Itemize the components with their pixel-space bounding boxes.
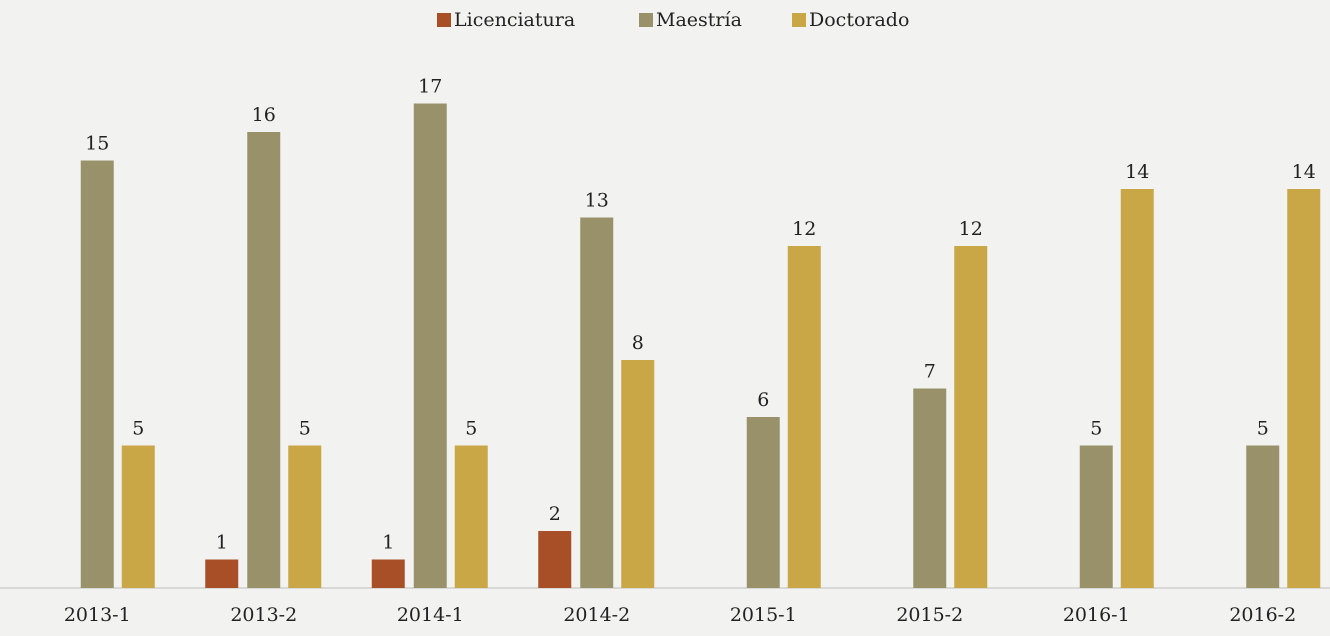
data-label: 5 [299, 418, 311, 440]
data-label: 1 [382, 532, 394, 554]
data-label: 12 [792, 218, 816, 240]
bar [121, 445, 155, 588]
data-label: 8 [632, 332, 644, 354]
bar [621, 360, 655, 588]
bar [205, 559, 239, 588]
x-tick-label: 2013-1 [64, 604, 131, 626]
bar [1246, 445, 1280, 588]
data-label: 5 [1090, 418, 1102, 440]
bar [1120, 189, 1154, 588]
legend-label: Doctorado [809, 9, 909, 31]
legend-swatch [639, 13, 653, 27]
data-label: 7 [924, 361, 936, 383]
bar [538, 531, 572, 588]
bar [913, 388, 947, 588]
legend-label: Maestría [656, 9, 742, 31]
data-label: 5 [132, 418, 144, 440]
data-label: 14 [1292, 161, 1316, 183]
x-tick-label: 2015-1 [730, 604, 797, 626]
x-tick-label: 2016-1 [1063, 604, 1130, 626]
bar [580, 217, 614, 588]
data-label: 5 [465, 418, 477, 440]
bar [413, 103, 447, 588]
data-label: 15 [85, 133, 109, 155]
bar [1079, 445, 1113, 588]
data-label: 16 [252, 104, 276, 126]
bar [80, 160, 114, 588]
legend-swatch [792, 13, 806, 27]
data-label: 13 [585, 190, 609, 212]
data-label: 17 [418, 76, 442, 98]
data-label: 6 [757, 389, 769, 411]
bar [247, 132, 281, 588]
bar [288, 445, 322, 588]
data-label: 14 [1125, 161, 1149, 183]
bar [954, 246, 988, 588]
x-tick-label: 2013-2 [230, 604, 297, 626]
bar [454, 445, 488, 588]
bar [746, 417, 780, 588]
bar [1287, 189, 1321, 588]
x-tick-label: 2014-1 [397, 604, 464, 626]
bar [371, 559, 405, 588]
data-label: 12 [959, 218, 983, 240]
bar [787, 246, 821, 588]
x-tick-label: 2014-2 [563, 604, 630, 626]
data-label: 2 [549, 503, 561, 525]
data-label: 5 [1257, 418, 1269, 440]
legend-label: Licenciatura [454, 9, 575, 31]
x-tick-label: 2015-2 [896, 604, 963, 626]
x-tick-label: 2016-2 [1229, 604, 1296, 626]
data-label: 1 [216, 532, 228, 554]
legend-swatch [437, 13, 451, 27]
